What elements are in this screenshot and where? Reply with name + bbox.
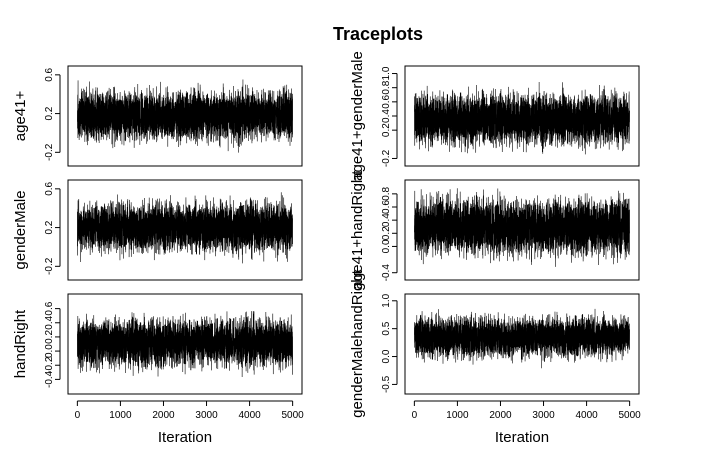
y-tick-label: 0.4	[381, 109, 392, 123]
y-tick-label: 0.6	[381, 94, 392, 108]
trace-panel: -0.2 0.20.40.60.81.0 age41+genderMale	[349, 51, 639, 181]
trace-line	[77, 311, 292, 377]
x-tick-label: 5000	[619, 410, 642, 421]
x-tick-label: 1000	[109, 410, 132, 421]
trace-line	[414, 188, 629, 267]
y-axis-label: handRight	[12, 309, 29, 378]
x-tick-label: 4000	[575, 410, 598, 421]
y-axis-label: genderMale	[12, 190, 29, 269]
trace-line	[414, 309, 629, 368]
trace-panel: -0.2 0.2 0.6 genderMale	[12, 180, 302, 280]
x-tick-label: 5000	[282, 410, 305, 421]
trace-line	[77, 192, 292, 263]
y-tick-label: 0.6	[44, 301, 55, 315]
y-tick-label: 1.0	[381, 293, 392, 307]
x-axis-label: Iteration	[495, 429, 549, 446]
trace-line	[414, 82, 629, 154]
y-tick-label: 0.6	[44, 67, 55, 81]
y-tick-label: 0.8	[381, 80, 392, 94]
y-tick-label: 0.2	[44, 330, 55, 344]
trace-panel: -0.2 0.2 0.6 age41+	[12, 66, 302, 166]
x-tick-label: 2000	[489, 410, 512, 421]
y-tick-label: 0.4	[44, 315, 55, 329]
y-tick-label: 1.0	[381, 66, 392, 80]
x-tick-label: 3000	[532, 410, 555, 421]
y-tick-label: -0.2	[381, 149, 392, 167]
trace-panel: -0.5 0.0 0.5 1.0 genderMalehandRight 0 1000 200…	[349, 269, 641, 446]
figure-title: Traceplots	[333, 24, 423, 44]
y-tick-label: -0.2	[44, 143, 55, 161]
x-tick-label: 1000	[446, 410, 469, 421]
y-tick-label: 0.0	[381, 349, 392, 363]
y-tick-label: -0.2	[44, 257, 55, 275]
x-tick-label: 3000	[195, 410, 218, 421]
y-tick-label: 0.2	[44, 220, 55, 234]
y-axis-label: genderMalehandRight	[349, 269, 366, 417]
y-tick-label: 0.6	[44, 181, 55, 195]
y-axis-label: age41+genderMale	[349, 51, 366, 181]
y-axis-label: age41+	[12, 91, 29, 142]
x-tick-label: 0	[412, 410, 418, 421]
x-tick-label: 0	[75, 410, 81, 421]
y-tick-label: -0.4	[381, 264, 392, 282]
x-tick-label: 2000	[152, 410, 175, 421]
y-tick-label: 0.5	[381, 321, 392, 335]
y-tick-label: 0.0	[44, 344, 55, 358]
y-tick-label: 0.2	[381, 123, 392, 137]
y-tick-label: 0.2	[44, 106, 55, 120]
x-tick-label: 4000	[238, 410, 261, 421]
y-tick-label: -0.5	[381, 375, 392, 393]
x-axis-label: Iteration	[158, 429, 212, 446]
trace-line	[77, 79, 292, 152]
y-tick-label: 0.8	[381, 186, 392, 200]
